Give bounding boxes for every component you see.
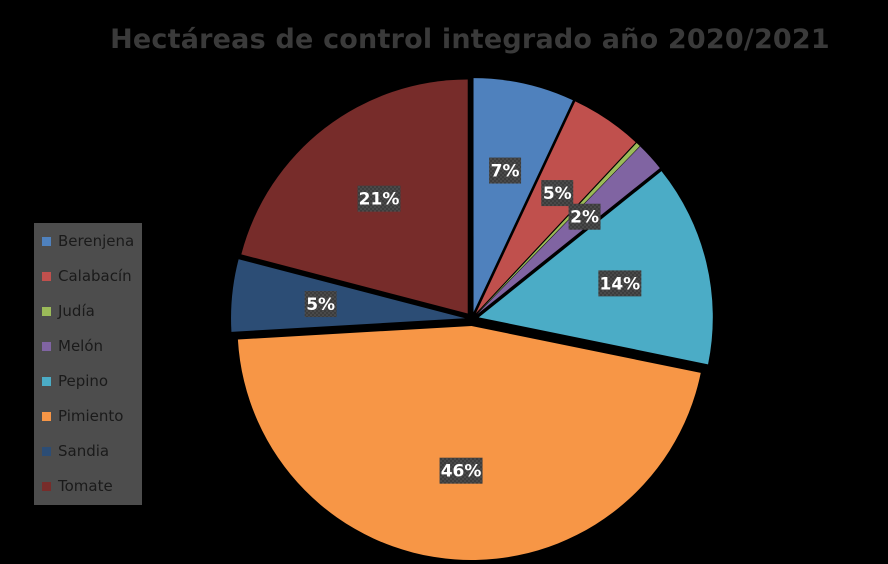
data-label-sandia: 5%: [304, 291, 337, 318]
data-label-text: 21%: [359, 190, 400, 210]
pie-slice-berenjena: [473, 78, 573, 313]
pie-slice-judía: [476, 142, 640, 314]
data-label-tomate: 21%: [357, 185, 401, 212]
legend-item-judía: Judía: [42, 301, 95, 321]
legend-label: Berenjena: [58, 232, 135, 250]
legend-item-calabacín: Calabacín: [42, 266, 132, 286]
pie-slice-calabacín: [475, 101, 636, 314]
data-label-text: 14%: [599, 274, 640, 294]
legend-label: Pepino: [58, 372, 109, 390]
legend-label: Tomate: [58, 477, 113, 495]
data-label-text: 5%: [543, 184, 572, 204]
pie-slice-pepino: [478, 171, 713, 365]
pie-slice-sandia: [231, 259, 466, 332]
legend-item-pepino: Pepino: [42, 371, 108, 391]
data-label-pimiento: 46%: [439, 457, 483, 484]
legend-swatch: [42, 236, 51, 246]
legend-swatch: [42, 271, 51, 281]
legend-swatch: [42, 341, 51, 351]
data-label-text: 46%: [441, 462, 482, 482]
data-label-pepino: 14%: [598, 270, 642, 297]
legend-item-pimiento: Pimiento: [42, 406, 123, 426]
legend-swatch: [42, 306, 51, 316]
legend-item-sandia: Sandia: [42, 441, 109, 461]
legend-item-melón: Melón: [42, 336, 103, 356]
legend-item-tomate: Tomate: [42, 476, 113, 496]
legend-swatch: [42, 376, 51, 386]
data-label-text: 7%: [491, 162, 520, 182]
data-label-melón: 2%: [568, 203, 601, 230]
legend: Berenjena Calabacín Judía Melón Pepino Pimien…: [34, 223, 142, 505]
legend-label: Judía: [58, 302, 95, 320]
data-label-text: 2%: [570, 208, 599, 228]
legend-label: Calabacín: [58, 267, 132, 285]
legend-swatch: [42, 446, 51, 456]
data-label-text: 5%: [306, 295, 335, 315]
legend-label: Sandia: [58, 442, 110, 460]
pie-slice-tomate: [241, 79, 468, 314]
data-label-calabacín: 5%: [541, 180, 574, 207]
legend-label: Pimiento: [58, 407, 124, 425]
chart-title: Hectáreas de control integrado año 2020/…: [110, 24, 830, 55]
pie-slice-melón: [477, 146, 660, 315]
legend-swatch: [42, 411, 51, 421]
legend-item-berenjena: Berenjena: [42, 231, 134, 251]
data-label-berenjena: 7%: [489, 157, 522, 184]
legend-label: Melón: [58, 337, 104, 355]
legend-swatch: [42, 481, 51, 491]
pie-slice-pimiento: [237, 325, 701, 560]
